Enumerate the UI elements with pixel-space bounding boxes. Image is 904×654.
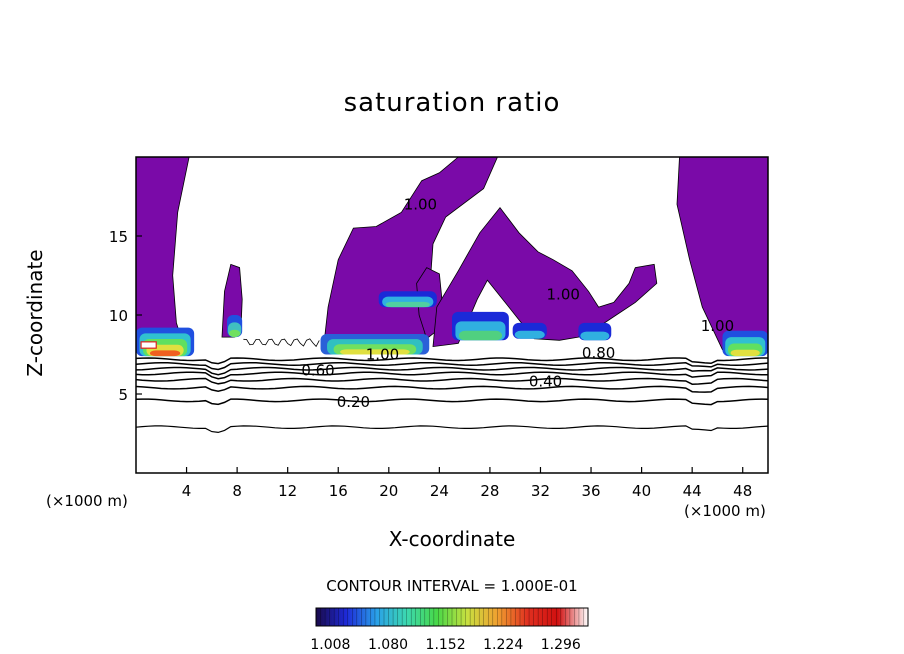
contour-line xyxy=(136,357,768,365)
colorbar-tick-label: 1.224 xyxy=(483,637,523,653)
y-tick-label: 15 xyxy=(109,228,128,246)
saturation-band xyxy=(228,329,241,338)
contour-line xyxy=(136,361,768,371)
x-tick-label: 32 xyxy=(531,482,550,500)
x-axis-ticks: 4 8 12 16 20 24 28 32 36 40 44 48 xyxy=(182,467,752,500)
chart-title: saturation ratio xyxy=(343,88,561,118)
x-tick-label: 28 xyxy=(480,482,499,500)
contour-line xyxy=(136,366,768,376)
supersaturation-fill-layer xyxy=(136,157,768,357)
x-tick-label: 20 xyxy=(379,482,398,500)
contour-label: 1.00 xyxy=(366,346,399,364)
x-unit-label-left: (×1000 m) xyxy=(46,492,128,510)
contour-label: 1.00 xyxy=(701,317,734,335)
contour-line xyxy=(136,385,768,393)
contour-label: 0.20 xyxy=(337,393,370,411)
y-tick-label: 5 xyxy=(118,386,128,404)
supersat-region xyxy=(676,157,768,351)
contour-label: 0.80 xyxy=(582,344,615,362)
saturation-band xyxy=(730,349,760,357)
saturation-band xyxy=(385,301,430,308)
contour-label: 1.00 xyxy=(404,195,437,213)
contour-line xyxy=(136,398,768,406)
y-axis-ticks: 5 10 15 xyxy=(109,228,142,404)
contour-line-layer xyxy=(136,338,768,434)
contour-label-layer: 0.20 0.40 0.60 0.80 1.00 1.00 1.00 1.00 xyxy=(301,195,734,411)
saturation-band xyxy=(580,331,610,341)
x-tick-label: 36 xyxy=(581,482,600,500)
colorbar-tick-label: 1.080 xyxy=(368,637,408,653)
contour-interval-label: CONTOUR INTERVAL = 1.000E-01 xyxy=(326,577,578,595)
x-tick-label: 24 xyxy=(430,482,449,500)
contour-line xyxy=(136,371,768,380)
x-tick-label: 40 xyxy=(632,482,651,500)
x-tick-label: 48 xyxy=(733,482,752,500)
saturation-band xyxy=(340,349,410,355)
y-tick-label: 10 xyxy=(109,307,128,325)
contour-line xyxy=(136,425,768,434)
colorbar-tick-label: 1.152 xyxy=(426,637,466,653)
saturation-band xyxy=(458,330,503,341)
contour-line xyxy=(136,377,768,385)
contour-line xyxy=(243,338,320,348)
contour-label: 1.00 xyxy=(547,285,580,303)
supersat-region xyxy=(432,206,658,348)
x-tick-label: 16 xyxy=(329,482,348,500)
colorbar: 1.008 1.080 1.152 1.224 1.296 xyxy=(310,607,589,653)
x-tick-label: 8 xyxy=(232,482,242,500)
x-axis-label: X-coordinate xyxy=(388,527,516,551)
x-tick-label: 4 xyxy=(182,482,192,500)
supersat-region xyxy=(136,157,190,347)
x-tick-label: 12 xyxy=(278,482,297,500)
saturation-band xyxy=(149,350,181,357)
colorbar-tick-label: 1.008 xyxy=(310,637,350,653)
saturation-band xyxy=(514,330,545,339)
x-unit-label-right: (×1000 m) xyxy=(684,502,766,520)
colorbar-tick-label: 1.296 xyxy=(541,637,581,653)
contour-label: 0.40 xyxy=(529,372,562,390)
x-tick-label: 44 xyxy=(683,482,702,500)
contour-label: 0.60 xyxy=(301,361,334,379)
max-saturation-cell xyxy=(140,341,157,349)
